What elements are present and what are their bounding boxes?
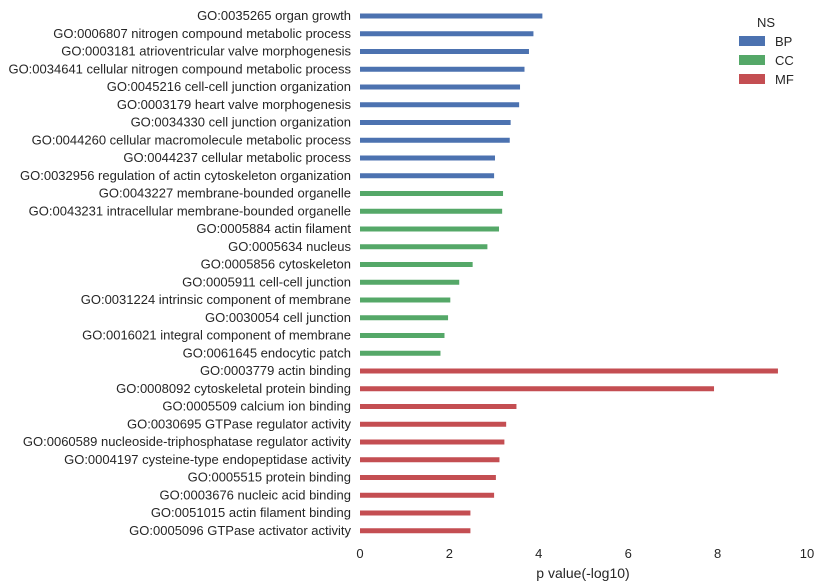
x-axis-ticks: 0 2 4 6 8 10: [356, 546, 814, 561]
bar-mf: [360, 439, 505, 445]
bar-cc: [360, 208, 503, 214]
category-label: GO:0044237 cellular metabolic process: [123, 150, 351, 165]
bar-mf: [360, 386, 715, 392]
bar-mf: [360, 475, 496, 480]
category-label: GO:0005884 actin filament: [196, 221, 351, 236]
category-label: GO:0004197 cysteine-type endopeptidase a…: [64, 452, 351, 467]
legend-swatch-bp: [739, 36, 765, 46]
bar-mf: [360, 492, 495, 498]
bar-mf: [360, 528, 471, 534]
x-tick-label: 0: [356, 546, 363, 561]
legend-label-mf: MF: [775, 72, 794, 87]
bar-mf: [360, 457, 500, 463]
bar-bp: [360, 66, 525, 72]
x-axis-title: p value(-log10): [536, 565, 629, 581]
category-label: GO:0043227 membrane-bounded organelle: [99, 186, 351, 201]
bar-mf: [360, 368, 778, 374]
bar-bp: [360, 173, 495, 179]
category-label: GO:0044260 cellular macromolecule metabo…: [32, 132, 352, 147]
category-label: GO:0031224 intrinsic component of membra…: [81, 292, 351, 307]
bar-bp: [360, 155, 495, 161]
bar-bp: [360, 31, 534, 37]
category-label: GO:0005515 protein binding: [188, 470, 351, 485]
category-label: GO:0034641 cellular nitrogen compound me…: [8, 61, 351, 76]
bar-cc: [360, 191, 504, 196]
bar-cc: [360, 262, 473, 267]
category-label: GO:0003181 atrioventricular valve morpho…: [61, 44, 351, 59]
bar-bp: [360, 84, 521, 90]
bar-bp: [360, 102, 520, 108]
bar-bp: [360, 13, 543, 19]
category-label: GO:0003179 heart valve morphogenesis: [117, 97, 352, 112]
bar-cc: [360, 244, 488, 250]
bar-cc: [360, 315, 449, 321]
category-label: GO:0035265 organ growth: [197, 8, 351, 23]
bars-layer: [360, 13, 778, 534]
bar-cc: [360, 226, 500, 232]
category-label: GO:0030695 GTPase regulator activity: [127, 416, 352, 431]
category-label: GO:0003676 nucleic acid binding: [159, 487, 351, 502]
legend-swatch-cc: [739, 55, 765, 65]
x-tick-label: 4: [535, 546, 542, 561]
legend-swatch-mf: [739, 74, 765, 84]
category-label: GO:0060589 nucleoside-triphosphatase reg…: [23, 434, 352, 449]
category-label: GO:0005856 cytoskeleton: [201, 257, 351, 272]
category-labels: GO:0035265 organ growth GO:0006807 nitrog…: [8, 8, 351, 538]
category-label: GO:0061645 endocytic patch: [183, 345, 351, 360]
category-label: GO:0051015 actin filament binding: [151, 505, 351, 520]
category-label: GO:0006807 nitrogen compound metabolic p…: [53, 26, 351, 41]
category-label: GO:0005509 calcium ion binding: [162, 399, 351, 414]
bar-bp: [360, 120, 511, 125]
category-label: GO:0032956 regulation of actin cytoskele…: [20, 168, 351, 183]
category-label: GO:0005911 cell-cell junction: [182, 274, 351, 289]
category-label: GO:0016021 integral component of membran…: [82, 328, 351, 343]
bar-mf: [360, 404, 517, 409]
bar-cc: [360, 350, 441, 356]
legend-label-bp: BP: [775, 34, 792, 49]
category-label: GO:0045216 cell-cell junction organizati…: [107, 79, 351, 94]
bar-bp: [360, 49, 529, 54]
bar-bp: [360, 137, 510, 143]
legend-label-cc: CC: [775, 53, 794, 68]
bar-cc: [360, 279, 460, 285]
category-label: GO:0005634 nucleus: [228, 239, 351, 254]
bar-mf: [360, 421, 507, 427]
bar-cc: [360, 297, 451, 303]
category-label: GO:0003779 actin binding: [200, 363, 351, 378]
category-label: GO:0030054 cell junction: [205, 310, 351, 325]
bar-mf: [360, 510, 471, 516]
x-tick-label: 6: [625, 546, 632, 561]
x-tick-label: 8: [714, 546, 721, 561]
x-tick-label: 2: [446, 546, 453, 561]
x-tick-label: 10: [800, 546, 814, 561]
category-label: GO:0005096 GTPase activator activity: [129, 523, 351, 538]
category-label: GO:0008092 cytoskeletal protein binding: [116, 381, 351, 396]
category-label: GO:0034330 cell junction organization: [131, 115, 351, 130]
category-label: GO:0043231 intracellular membrane-bounde…: [29, 203, 351, 218]
legend-title: NS: [757, 15, 775, 30]
bar-cc: [360, 333, 445, 338]
legend: NS BP CC MF: [739, 15, 794, 87]
